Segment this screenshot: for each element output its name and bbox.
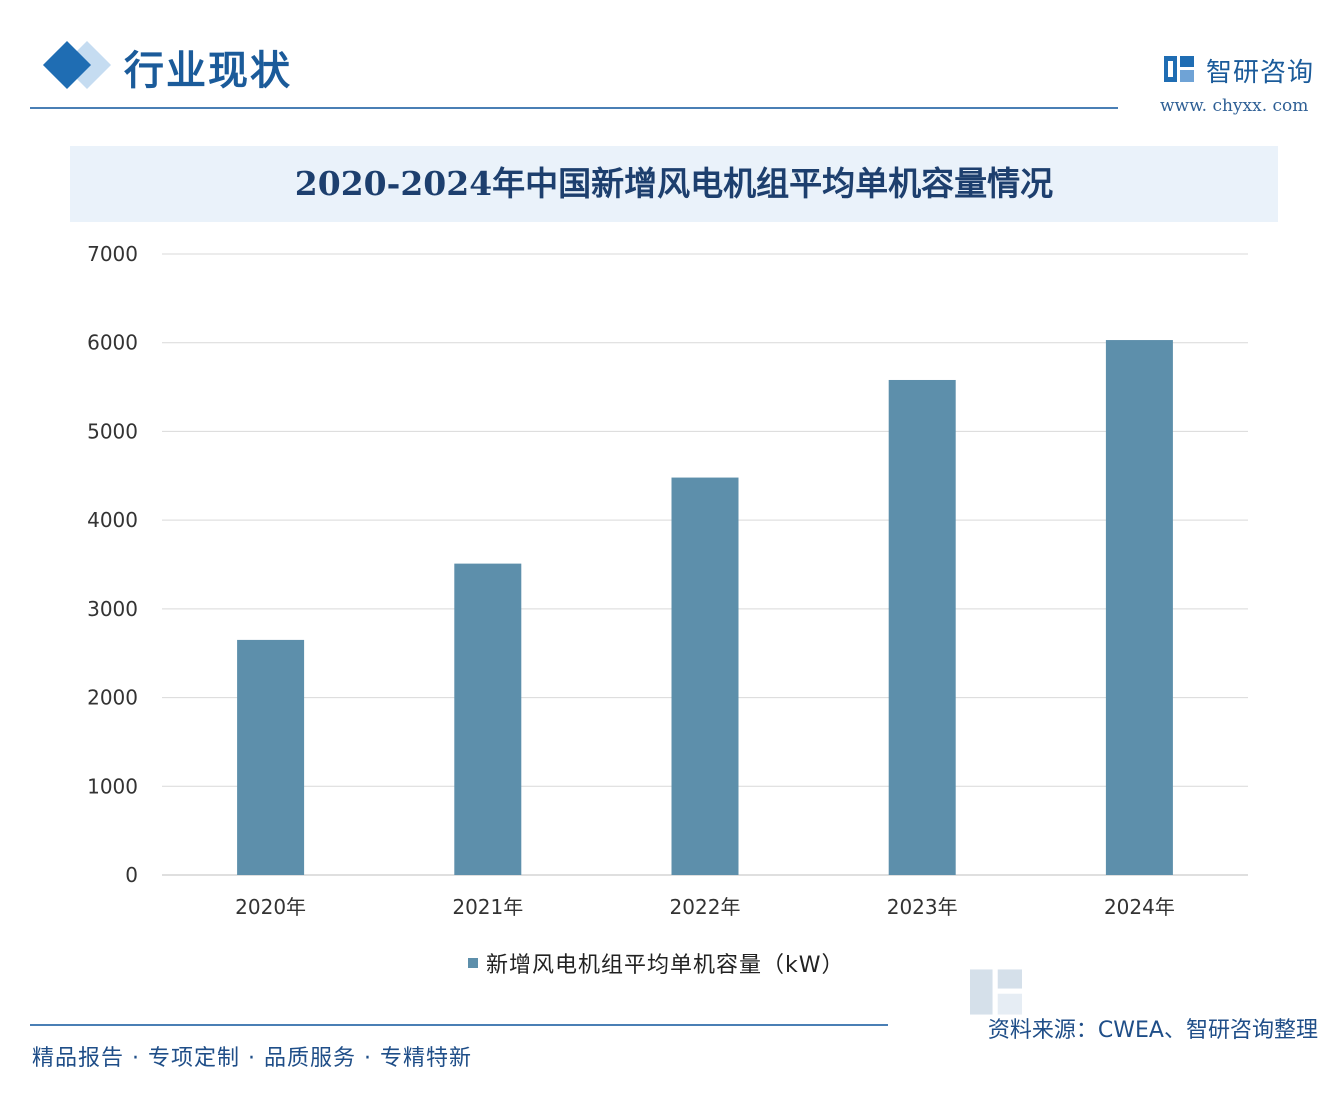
bar xyxy=(1105,340,1173,875)
y-tick-label: 1000 xyxy=(87,774,138,798)
legend-swatch xyxy=(468,958,478,968)
y-tick-label: 4000 xyxy=(87,508,138,532)
brand-name: 智研咨询 xyxy=(1206,58,1315,88)
y-tick-label: 0 xyxy=(125,863,138,887)
bar-chart: 0 1000 2000 3000 4000 5000 6000 7000 2020年 2021年… xyxy=(87,242,1248,919)
chart-title: 2020-2024年中国新增风电机组平均单机容量情况 xyxy=(294,164,1054,203)
x-tick-label: 2020年 xyxy=(235,895,306,919)
y-tick-label: 6000 xyxy=(87,331,138,355)
y-tick-label: 2000 xyxy=(87,686,138,710)
watermark-logo-icon xyxy=(970,969,1022,1015)
x-tick-label: 2023年 xyxy=(887,895,958,919)
bar xyxy=(454,563,522,875)
x-tick-label: 2022年 xyxy=(670,895,741,919)
header-divider xyxy=(30,107,1118,109)
y-tick-label: 7000 xyxy=(87,242,138,266)
bar xyxy=(671,477,739,875)
chyxx-logo-icon xyxy=(1164,56,1194,82)
bar xyxy=(888,379,956,875)
source-note: 资料来源：CWEA、智研咨询整理 xyxy=(987,1018,1318,1043)
footer-slogan: 精品报告 · 专项定制 · 品质服务 · 专精特新 xyxy=(32,1046,472,1071)
chart-legend: 新增风电机组平均单机容量（kW） xyxy=(468,946,845,980)
bar xyxy=(237,639,305,875)
y-tick-label: 5000 xyxy=(87,419,138,443)
x-tick-label: 2021年 xyxy=(452,895,523,919)
footer-divider xyxy=(30,1024,888,1026)
legend-label: 新增风电机组平均单机容量（kW） xyxy=(486,953,845,978)
chart-title-band xyxy=(70,146,1278,222)
brand-url[interactable]: www. chyxx. com xyxy=(1160,96,1309,116)
section-title: 行业现状 xyxy=(124,48,292,94)
y-tick-label: 3000 xyxy=(87,597,138,621)
x-tick-label: 2024年 xyxy=(1104,895,1175,919)
